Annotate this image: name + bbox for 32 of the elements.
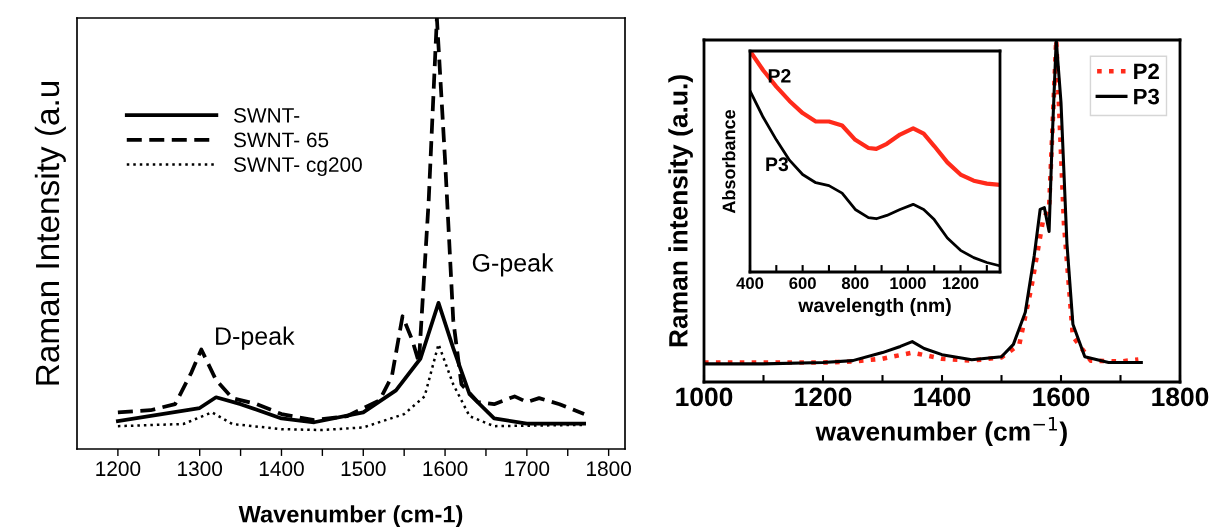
legend-label: SWNT- 65 <box>233 132 329 148</box>
legend-label: P2 <box>1134 63 1159 80</box>
x-tick-label: 1300 <box>178 461 223 477</box>
x-tick-label: 1600 <box>1033 387 1090 407</box>
x-tick-label: 1600 <box>423 461 468 477</box>
annotation: G-peak <box>472 253 554 277</box>
x-tick-label: 1200 <box>943 277 979 290</box>
x-tick-label: 600 <box>789 277 816 290</box>
x-tick-label: 1800 <box>587 461 631 477</box>
x-tick-label: 800 <box>841 277 869 290</box>
legend-label: P3 <box>1134 88 1160 105</box>
x-tick-label: 1500 <box>341 461 386 477</box>
y-axis-title: Absorbance <box>722 109 736 214</box>
annotation: D-peak <box>216 326 295 350</box>
y-axis-title: Raman intensity (a.u.) <box>668 75 693 347</box>
x-tick-label: 1800 <box>1152 387 1209 407</box>
x-tick-label: 1000 <box>890 277 926 290</box>
y-axis-title: Raman Intensity (a.u <box>34 81 66 385</box>
x-axis-title: Wavenumber (cm-1) <box>238 505 463 527</box>
series-label: P3 <box>766 157 789 172</box>
x-tick-label: 1000 <box>676 387 733 407</box>
x-tick-label: 1400 <box>259 461 304 477</box>
x-tick-label: 1400 <box>914 387 971 407</box>
series-label: P2 <box>768 68 791 83</box>
legend-label: SWNT- <box>233 107 300 123</box>
x-tick-label: 400 <box>736 277 764 290</box>
x-tick-label: 1200 <box>795 387 852 407</box>
x-axis-title: wavelength (nm) <box>798 297 951 317</box>
x-tick-label: 1200 <box>96 461 141 477</box>
x-axis-title: wavenumber (cm$^{−1}$) <box>815 417 1067 447</box>
legend-label: SWNT- cg200 <box>233 157 362 177</box>
x-tick-label: 1700 <box>505 461 550 477</box>
